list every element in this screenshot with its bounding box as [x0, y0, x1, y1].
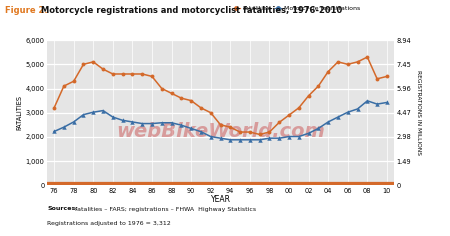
Y-axis label: REGISTRATIONS IN MILLIONS: REGISTRATIONS IN MILLIONS — [415, 70, 421, 155]
X-axis label: YEAR: YEAR — [211, 195, 230, 204]
Text: Sources:: Sources: — [47, 206, 78, 211]
Text: fatalities – FARS; registrations – FHWA  Highway Statistics: fatalities – FARS; registrations – FHWA … — [73, 206, 256, 211]
Text: webBikeWorld.com: webBikeWorld.com — [116, 122, 325, 141]
Text: Registrations adjusted to 1976 = 3,312: Registrations adjusted to 1976 = 3,312 — [47, 221, 171, 226]
Legend: Fatalities, Motorcycle registrations: Fatalities, Motorcycle registrations — [233, 5, 360, 11]
Text: Figure 2.: Figure 2. — [5, 6, 48, 15]
Y-axis label: FATALITIES: FATALITIES — [17, 95, 22, 130]
Text: Motorcycle registrations and motorcyclist fatalities, 1976-2010: Motorcycle registrations and motorcyclis… — [41, 6, 342, 15]
